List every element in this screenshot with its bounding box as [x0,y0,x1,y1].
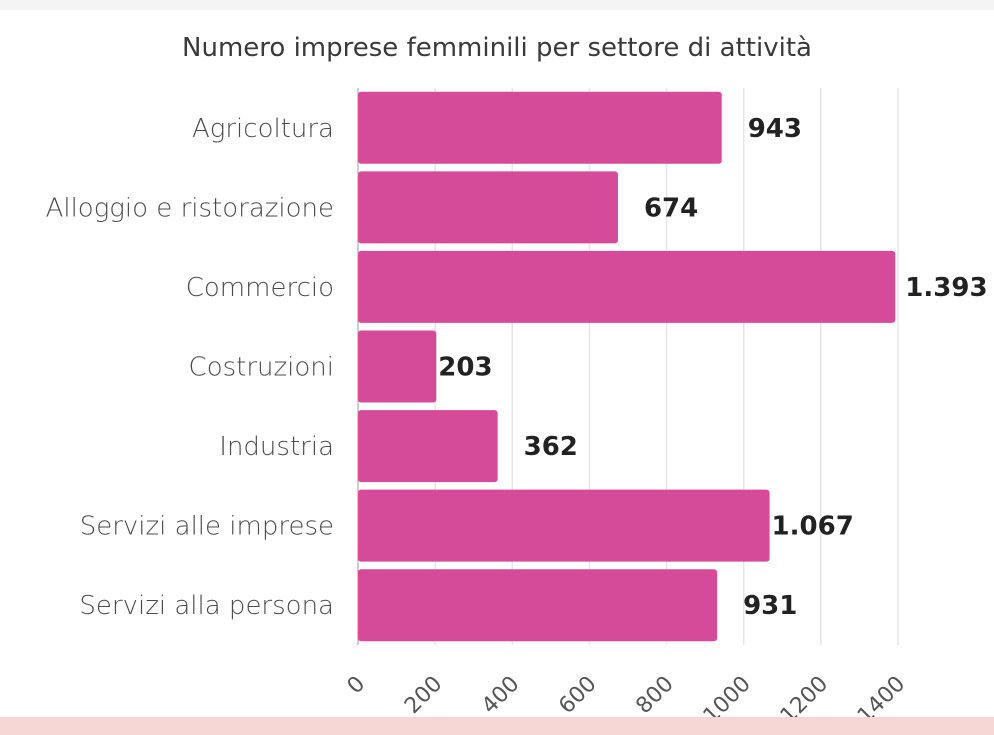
bar-alloggio-e-ristorazione [358,171,618,244]
category-label: Alloggio e ristorazione [46,193,334,223]
category-label: Servizi alla persona [79,591,334,621]
category-label: Industria [219,432,334,462]
label-layer: Agricoltura 943 Alloggio e ristorazione 674… [46,114,988,621]
value-label: 362 [524,432,578,462]
bar-industria [358,410,498,483]
value-label: 203 [438,353,492,383]
bar-commercio [358,250,896,323]
value-label: 1.067 [772,512,854,542]
x-tick-label-400: 400 [477,672,524,719]
bar-servizi-alla-persona [358,569,718,642]
value-label: 674 [644,193,698,223]
category-label: Servizi alle imprese [80,512,334,542]
x-tick-label-0: 0 [343,672,371,700]
bar-servizi-alle-imprese [358,489,770,562]
bottom-strip [0,717,994,735]
bar-agricoltura [358,91,722,164]
category-label: Costruzioni [189,353,334,383]
category-label: Agricoltura [192,114,334,144]
x-tick-label-200: 200 [400,672,447,719]
value-label: 1.393 [905,273,987,303]
top-strip [0,0,994,10]
x-tick-label-800: 800 [631,672,678,719]
bar-costruzioni [358,330,437,403]
category-label: Commercio [186,273,334,303]
x-tick-label-600: 600 [554,672,601,719]
value-label: 931 [743,591,797,621]
value-label: 943 [748,114,802,144]
bar-layer [358,91,896,642]
chart-title: Numero imprese femminili per settore di … [182,33,812,63]
